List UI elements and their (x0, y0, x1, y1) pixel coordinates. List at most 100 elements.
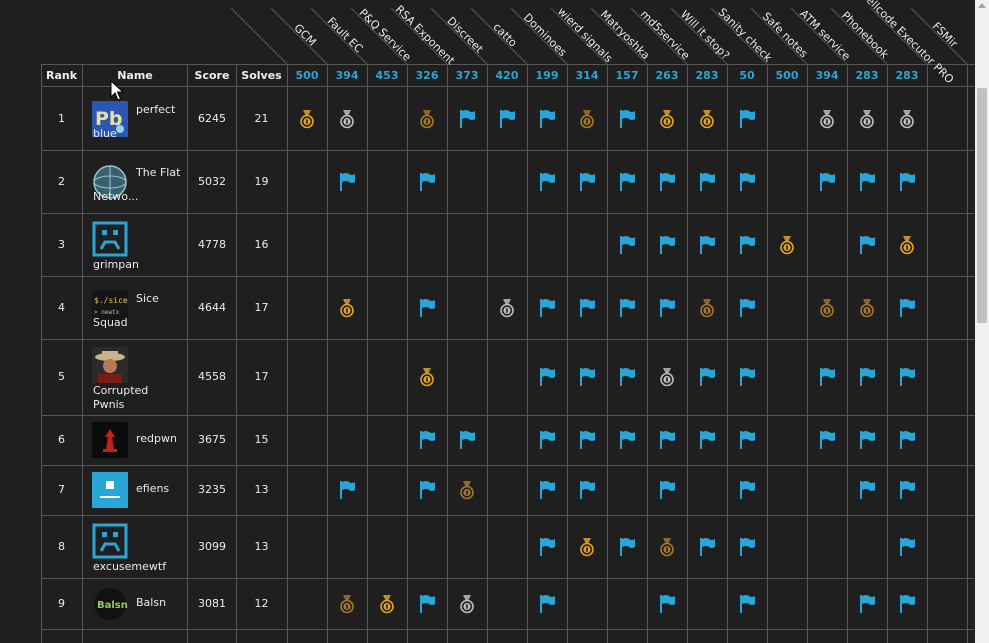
rank-cell: 9 (58, 596, 65, 610)
flag-icon (740, 368, 755, 386)
flag-icon (660, 431, 675, 449)
team-name[interactable]: efiens (136, 482, 170, 495)
team-name[interactable]: grimpan (93, 258, 139, 271)
solves-column-header[interactable]: Solves (241, 69, 282, 82)
flag-icon (740, 172, 755, 191)
score-cell: 3099 (198, 539, 226, 553)
grid-line (807, 64, 808, 643)
flag-icon (460, 109, 475, 128)
challenge-points: 420 (495, 69, 519, 82)
team-name[interactable]: Sice (136, 291, 159, 305)
flag-icon (900, 298, 915, 317)
team-name-continued[interactable]: blue (93, 126, 117, 140)
bronze-medal-icon (340, 594, 354, 613)
silver-medal-icon (900, 109, 914, 128)
flag-icon (860, 481, 875, 499)
bronze-medal-icon (580, 109, 594, 128)
challenge-points: 453 (375, 69, 399, 82)
solves-cell: 15 (254, 433, 269, 446)
svg-text:Pb: Pb (95, 108, 123, 130)
flag-icon (420, 431, 435, 449)
header-slant-line (470, 7, 528, 65)
scroll-up-arrow-icon[interactable] (978, 3, 986, 8)
challenge-points: 50 (739, 69, 755, 82)
rank-cell: 3 (58, 237, 65, 251)
flag-icon (540, 431, 555, 449)
header-slant-line (630, 7, 688, 65)
rank-column-header[interactable]: Rank (45, 69, 78, 82)
silver-medal-icon (820, 109, 834, 128)
team-name[interactable]: The Flat (136, 165, 181, 179)
bronze-medal-icon (820, 298, 834, 317)
flag-icon (540, 594, 555, 613)
team-name-continued[interactable]: Netwo... (93, 189, 139, 203)
vertical-scrollbar[interactable] (975, 0, 989, 643)
flag-icon (900, 594, 915, 613)
name-column-header[interactable]: Name (117, 69, 153, 82)
flag-icon (740, 431, 755, 449)
mouse-cursor-icon (110, 80, 125, 101)
challenge-points: 394 (335, 69, 359, 82)
grid-line (927, 64, 928, 643)
bronze-medal-icon (460, 481, 474, 500)
flag-icon (740, 298, 755, 317)
grid-line (41, 213, 975, 214)
header-slant-line (390, 7, 448, 65)
challenge-points: 283 (895, 69, 919, 82)
flag-icon (540, 368, 555, 386)
flag-icon (620, 172, 635, 191)
grid-line (41, 515, 975, 516)
gold-medal-icon (380, 594, 394, 613)
scrollbar-thumb[interactable] (977, 88, 987, 323)
flag-icon (580, 298, 595, 317)
grid-line (41, 86, 975, 87)
challenge-points: 326 (415, 69, 439, 82)
grid-line (287, 64, 288, 643)
flag-icon (540, 298, 555, 317)
challenge-points: 394 (815, 69, 839, 82)
flag-icon (620, 298, 635, 317)
team-name[interactable]: redpwn (136, 432, 177, 445)
rank-cell: 5 (58, 370, 65, 383)
grid-line (647, 64, 648, 643)
flag-icon (540, 481, 555, 499)
grid-line (82, 64, 83, 643)
team-name[interactable]: Corrupted (93, 384, 149, 397)
flag-icon (420, 298, 435, 317)
gold-medal-icon (660, 109, 674, 128)
gold-medal-icon (340, 298, 354, 317)
flag-icon (540, 109, 555, 128)
score-column-header[interactable]: Score (194, 69, 230, 82)
flag-icon (660, 594, 675, 613)
team-name[interactable]: perfect (136, 102, 176, 116)
grid-line (367, 64, 368, 643)
team-name-continued[interactable]: Squad (93, 315, 128, 329)
corrupted-pwnis-avatar (92, 347, 128, 383)
flag-icon (900, 537, 915, 556)
flag-icon (620, 368, 635, 386)
flag-icon (540, 537, 555, 556)
bronze-medal-icon (700, 298, 714, 317)
team-name[interactable]: Balsn (136, 595, 167, 609)
grid-line (527, 64, 528, 643)
gold-medal-icon (900, 235, 914, 254)
challenge-points: 157 (615, 69, 639, 82)
rank-cell: 6 (58, 433, 65, 446)
team-name-continued[interactable]: Pwnis (93, 398, 125, 411)
solves-cell: 17 (254, 300, 269, 314)
challenge-points: 500 (775, 69, 799, 82)
header-slant-line (910, 7, 968, 65)
rank-cell: 7 (58, 483, 65, 496)
flag-icon (620, 431, 635, 449)
team-name[interactable]: excusemewtf (93, 560, 167, 573)
grid-line (41, 64, 42, 643)
